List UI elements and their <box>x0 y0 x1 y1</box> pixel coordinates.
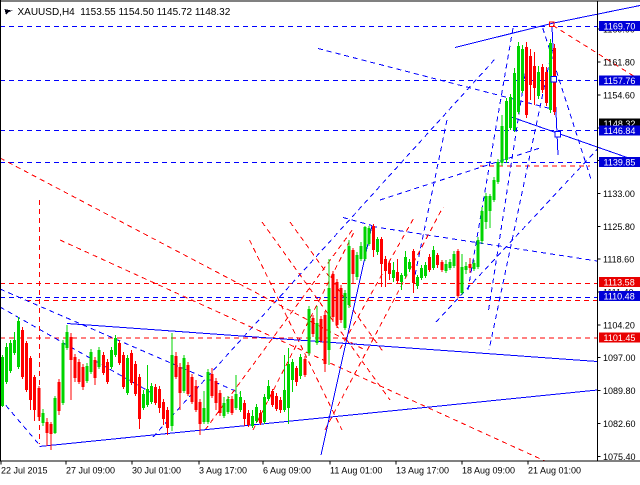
svg-text:13 Aug 17:00: 13 Aug 17:00 <box>396 466 449 476</box>
svg-text:1161.80: 1161.80 <box>603 58 635 68</box>
svg-text:22 Jul 2015: 22 Jul 2015 <box>1 466 48 476</box>
svg-text:11 Aug 01:00: 11 Aug 01:00 <box>330 466 382 476</box>
svg-text:6 Aug 09:00: 6 Aug 09:00 <box>263 466 311 476</box>
svg-text:1110.48: 1110.48 <box>604 292 635 302</box>
svg-text:1157.76: 1157.76 <box>604 76 636 86</box>
svg-text:1169.70: 1169.70 <box>604 22 636 32</box>
svg-text:1075.40: 1075.40 <box>603 452 636 462</box>
svg-text:1101.45: 1101.45 <box>604 333 636 343</box>
svg-text:1146.84: 1146.84 <box>604 126 636 136</box>
svg-text:1118.60: 1118.60 <box>603 255 634 265</box>
svg-text:1154.60: 1154.60 <box>603 90 635 100</box>
svg-text:1089.80: 1089.80 <box>603 386 636 396</box>
svg-text:1104.20: 1104.20 <box>603 320 635 330</box>
svg-text:1097.00: 1097.00 <box>603 353 636 363</box>
svg-text:1133.00: 1133.00 <box>603 189 635 199</box>
svg-text:1113.58: 1113.58 <box>604 278 635 288</box>
svg-text:18 Aug 09:00: 18 Aug 09:00 <box>462 466 515 476</box>
svg-text:1125.80: 1125.80 <box>603 222 635 232</box>
svg-text:XAUUSD,H4 1153.55 1154.50 114: XAUUSD,H4 1153.55 1154.50 1145.72 1148.3… <box>18 7 231 18</box>
svg-text:21 Aug 01:00: 21 Aug 01:00 <box>528 466 581 476</box>
svg-text:1139.85: 1139.85 <box>604 158 636 168</box>
svg-text:27 Jul 09:00: 27 Jul 09:00 <box>66 466 115 476</box>
svg-text:1082.60: 1082.60 <box>603 419 636 429</box>
svg-text:30 Jul 01:00: 30 Jul 01:00 <box>132 466 181 476</box>
svg-text:3 Aug 17:00: 3 Aug 17:00 <box>199 466 247 476</box>
